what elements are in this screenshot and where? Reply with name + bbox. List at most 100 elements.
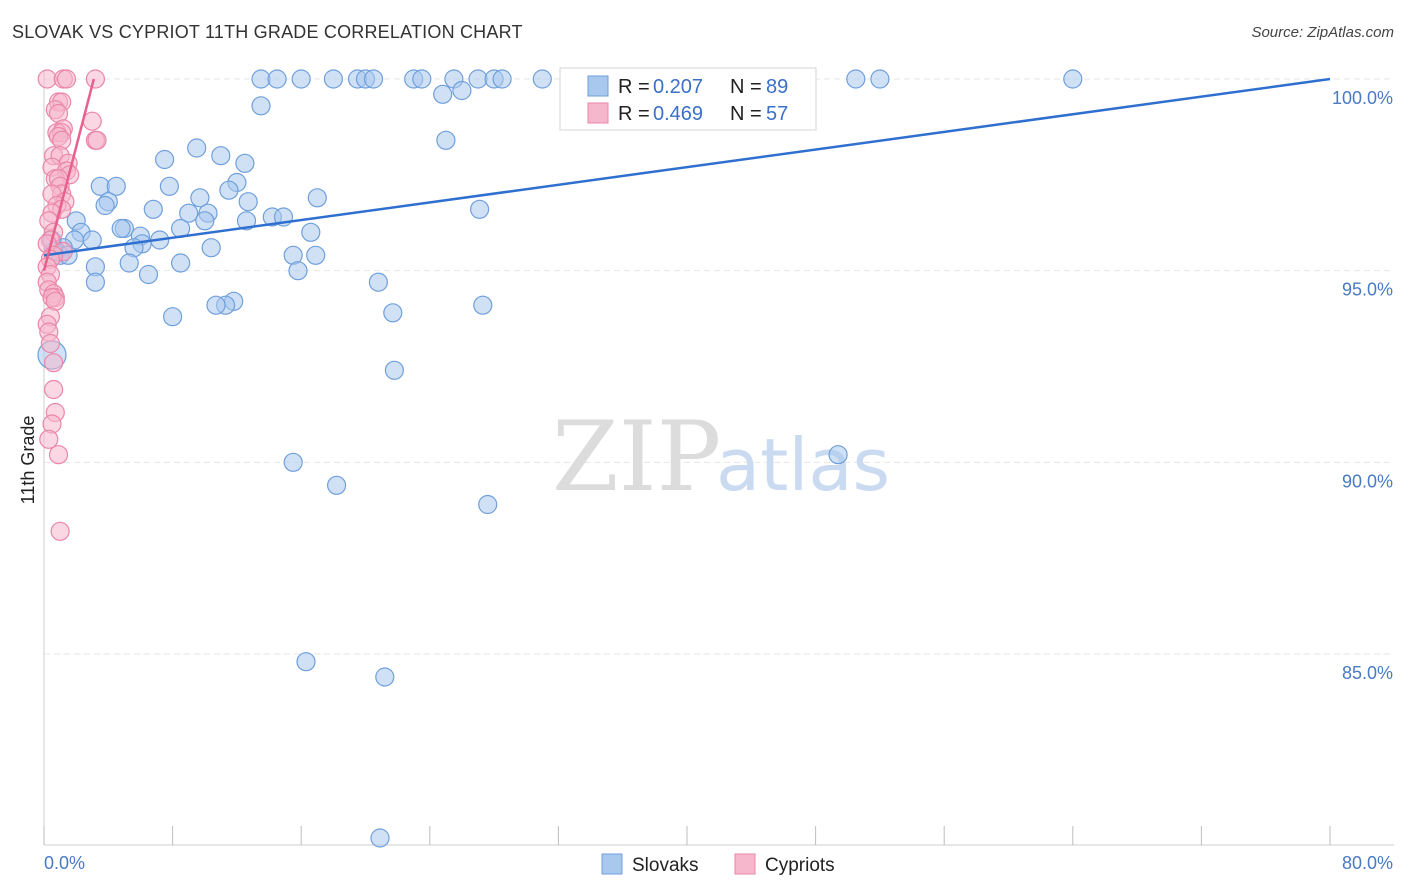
slovak-point-37	[143, 199, 163, 219]
slovak-point-71	[368, 272, 388, 292]
cypriots-points	[37, 69, 107, 541]
slovaks-swatch	[587, 75, 609, 97]
slovak-point-3	[323, 69, 343, 89]
y-tick-label-3: 85.0%	[1342, 663, 1393, 683]
slovak-point-28	[106, 176, 126, 196]
source-credit: Source: ZipAtlas.com	[1251, 24, 1394, 41]
cypriots-swatch	[587, 102, 609, 124]
cypriots-n-label: N =	[730, 103, 762, 125]
slovak-point-44	[195, 211, 215, 231]
slovak-point-86	[370, 828, 390, 848]
slovak-point-32	[190, 188, 210, 208]
y-tick-label-2: 90.0%	[1342, 471, 1393, 491]
slovak-point-0	[251, 69, 271, 89]
cypriots-trend-line	[42, 78, 96, 271]
slovak-point-24	[211, 146, 231, 166]
slovak-point-76	[383, 303, 403, 323]
slovak-point-36	[238, 192, 258, 212]
slovak-point-1	[267, 69, 287, 89]
slovak-point-43	[236, 211, 257, 231]
slovak-point-88	[452, 80, 472, 101]
slovak-point-38	[179, 203, 199, 223]
slovak-point-56	[201, 238, 221, 258]
slovak-point-66	[119, 253, 139, 273]
watermark: ZIP atlas	[552, 401, 890, 513]
cypriot-point-8	[82, 111, 102, 131]
cypriot-point-2	[56, 69, 77, 89]
slovak-point-33	[307, 188, 327, 208]
series-legend: Slovaks Cypriots	[601, 853, 835, 876]
slovak-point-68	[288, 261, 308, 281]
y-tick-label-0: 100.0%	[1332, 88, 1393, 108]
slovak-point-31	[219, 180, 239, 200]
slovak-point-13	[532, 69, 552, 89]
x-tick-label-0: 0.0%	[44, 853, 85, 873]
cypriot-point-56	[50, 521, 70, 541]
legend-slovaks-label: Slovaks	[632, 855, 699, 876]
slovak-point-70	[85, 272, 106, 292]
slovak-point-18	[870, 69, 890, 89]
slovak-point-19	[1063, 69, 1083, 89]
cypriots-n-value: 57	[766, 103, 788, 125]
slovak-point-83	[828, 445, 848, 465]
y-axis-title: 11th Grade	[18, 416, 38, 505]
cypriot-point-49	[40, 333, 61, 354]
legend-cypriots-swatch	[734, 853, 756, 875]
slovak-point-10	[468, 69, 488, 89]
slovak-point-2	[291, 69, 311, 89]
x-tick-label-1: 80.0%	[1342, 853, 1393, 873]
x-tick-labels: 0.0% 80.0%	[44, 853, 1393, 873]
slovaks-n-label: N =	[730, 76, 762, 98]
trend-lines	[42, 77, 1331, 271]
slovak-point-23	[187, 138, 207, 158]
slovak-point-79	[384, 360, 404, 380]
slovak-point-8	[412, 69, 432, 89]
slovak-point-29	[159, 176, 179, 196]
slovak-point-50	[301, 222, 321, 242]
cypriot-point-15	[87, 130, 107, 150]
slovak-point-22	[433, 84, 453, 104]
slovak-point-82	[478, 494, 498, 515]
slovak-point-69	[138, 264, 159, 285]
cypriot-point-55	[48, 445, 69, 465]
slovaks-trend-line	[43, 77, 1331, 257]
slovaks-r-label: R =	[618, 76, 650, 98]
slovak-point-35	[95, 195, 115, 216]
cypriot-point-50	[43, 353, 64, 373]
cypriot-point-3	[85, 69, 106, 89]
y-tick-labels: 100.0% 95.0% 90.0% 85.0%	[1332, 88, 1393, 683]
slovak-point-17	[846, 69, 866, 89]
slovak-point-64	[306, 245, 326, 265]
slovak-point-26	[235, 153, 255, 173]
slovak-point-85	[375, 667, 395, 687]
slovak-point-46	[111, 218, 131, 239]
watermark-zip: ZIP	[552, 401, 721, 513]
y-tick-label-1: 95.0%	[1342, 280, 1393, 300]
cypriot-point-0	[37, 69, 57, 89]
cypriot-point-54	[39, 429, 59, 449]
watermark-atlas: atlas	[716, 423, 890, 507]
slovak-point-20	[251, 96, 271, 116]
slovak-point-77	[163, 307, 183, 327]
slovaks-n-value: 89	[766, 76, 788, 98]
slovak-point-80	[283, 452, 303, 472]
slovak-point-81	[327, 475, 347, 495]
legend-slovaks-swatch	[601, 853, 623, 875]
slovak-point-21	[436, 130, 456, 150]
stats-legend: R = 0.207 N = 89 R = 0.469 N = 57	[559, 67, 817, 131]
slovak-point-52	[82, 230, 102, 250]
cypriots-r-value: 0.469	[653, 103, 703, 125]
slovak-point-25	[155, 149, 175, 170]
slovak-point-12	[492, 69, 512, 89]
slovak-point-65	[171, 253, 191, 273]
slovaks-r-value: 0.207	[653, 76, 703, 98]
slovak-point-84	[296, 652, 316, 672]
slovak-point-74	[473, 295, 493, 315]
slovak-point-6	[363, 69, 384, 89]
cypriot-point-51	[43, 379, 64, 400]
cypriots-r-label: R =	[618, 103, 650, 125]
legend-cypriots-label: Cypriots	[765, 855, 835, 876]
slovak-point-87	[470, 199, 490, 219]
slovak-point-75	[206, 295, 226, 315]
